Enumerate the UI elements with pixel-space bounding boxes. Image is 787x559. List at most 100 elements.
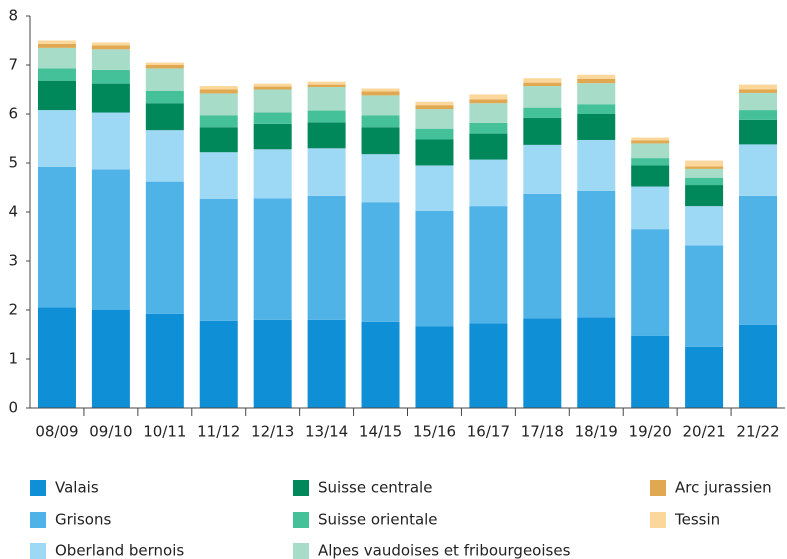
bar-segment xyxy=(739,89,778,93)
bar-segment xyxy=(91,169,130,310)
bar-segment xyxy=(469,122,508,134)
bar-segment xyxy=(415,326,454,408)
bar-segment xyxy=(307,195,346,320)
bar-segment xyxy=(415,128,454,140)
x-tick-label: 17/18 xyxy=(521,423,564,441)
bar-segment xyxy=(37,110,76,167)
x-tick-label: 21/22 xyxy=(736,423,779,441)
bar-segment xyxy=(523,318,562,408)
bar-segment xyxy=(91,45,130,50)
bar-segment xyxy=(523,193,562,319)
bar-segment xyxy=(577,190,616,318)
legend-label: Oberland bernois xyxy=(55,542,184,559)
bar-segment xyxy=(145,313,184,408)
y-tick-label: 8 xyxy=(8,7,18,25)
bar-segment xyxy=(415,109,454,129)
x-tick-label: 12/13 xyxy=(251,423,294,441)
bar-segment xyxy=(469,133,508,160)
x-tick-label: 18/19 xyxy=(575,423,618,441)
bar-segment xyxy=(631,143,670,159)
x-tick-label: 16/17 xyxy=(467,423,510,441)
bar-segment xyxy=(199,320,238,408)
bar-segment xyxy=(631,335,670,408)
bar-segment xyxy=(361,115,400,128)
bar-segment xyxy=(199,89,238,94)
bar-segment xyxy=(145,181,184,314)
bar-segment xyxy=(91,310,130,408)
x-tick-label: 15/16 xyxy=(413,423,456,441)
bar-segment xyxy=(253,319,292,408)
y-tick-label: 3 xyxy=(8,252,18,270)
legend-label: Arc jurassien xyxy=(675,479,772,497)
bar-segment xyxy=(739,144,778,196)
bar-segment xyxy=(469,94,508,100)
bar-segment xyxy=(523,144,562,194)
bar-segment xyxy=(253,83,292,87)
x-tick-label: 09/10 xyxy=(89,423,132,441)
bar-segment xyxy=(91,69,130,84)
legend-swatch xyxy=(30,512,46,528)
legend-label: Valais xyxy=(55,479,99,497)
bar-segment xyxy=(199,152,238,199)
bar-segment xyxy=(199,127,238,153)
legend-label: Suisse orientale xyxy=(318,511,438,529)
bar-segment xyxy=(361,127,400,155)
x-tick-label: 20/21 xyxy=(682,423,725,441)
bar-segment xyxy=(253,89,292,113)
bar-segment xyxy=(685,168,724,178)
bar-segment xyxy=(469,103,508,123)
bar-segment xyxy=(469,206,508,324)
bar-segment xyxy=(685,346,724,408)
bar-segment xyxy=(145,62,184,65)
bar-segment xyxy=(37,166,76,308)
y-tick-label: 4 xyxy=(8,203,18,221)
bar-segment xyxy=(145,68,184,91)
bar-segment xyxy=(685,185,724,207)
bar-segment xyxy=(685,245,724,347)
bar-segment xyxy=(37,40,76,44)
bar-segment xyxy=(37,80,76,111)
bar-segment xyxy=(307,319,346,408)
bar-segment xyxy=(685,177,724,186)
bar-segment xyxy=(415,101,454,106)
bar-segment xyxy=(523,78,562,83)
bar-segment xyxy=(415,211,454,327)
bar-segment xyxy=(415,105,454,110)
bar-segment xyxy=(739,84,778,90)
bar-segment xyxy=(37,47,76,69)
legend-swatch xyxy=(650,512,666,528)
bar-segment xyxy=(307,87,346,111)
bar-segment xyxy=(253,86,292,90)
legend-label: Suisse centrale xyxy=(318,479,432,497)
bar-segment xyxy=(685,166,724,169)
legend-swatch xyxy=(30,543,46,559)
bar-segment xyxy=(739,324,778,408)
bar-segment xyxy=(631,137,670,141)
bar-segment xyxy=(415,139,454,166)
bar-segment xyxy=(631,186,670,230)
bar-segment xyxy=(361,95,400,116)
bar-segment xyxy=(253,112,292,124)
bar-segment xyxy=(91,42,130,46)
bar-segment xyxy=(361,154,400,203)
x-tick-label: 19/20 xyxy=(629,423,672,441)
bar-segment xyxy=(577,104,616,114)
bar-segment xyxy=(37,307,76,408)
bar-segment xyxy=(307,110,346,123)
bar-segment xyxy=(253,123,292,150)
bar-segment xyxy=(253,149,292,199)
bar-segment xyxy=(577,83,616,105)
bar-segment xyxy=(307,81,346,85)
bar-segment xyxy=(685,160,724,167)
bar-segment xyxy=(685,206,724,246)
bar-segment xyxy=(307,84,346,88)
bar-segment xyxy=(145,65,184,69)
bar-segment xyxy=(469,323,508,408)
legend-label: Alpes vaudoises et fribourgeoises xyxy=(318,542,571,559)
bar-segment xyxy=(631,158,670,166)
bar-segment xyxy=(145,130,184,182)
bar-segment xyxy=(37,43,76,48)
y-tick-label: 5 xyxy=(8,154,18,172)
bar-segment xyxy=(37,68,76,81)
bar-segment xyxy=(739,119,778,145)
